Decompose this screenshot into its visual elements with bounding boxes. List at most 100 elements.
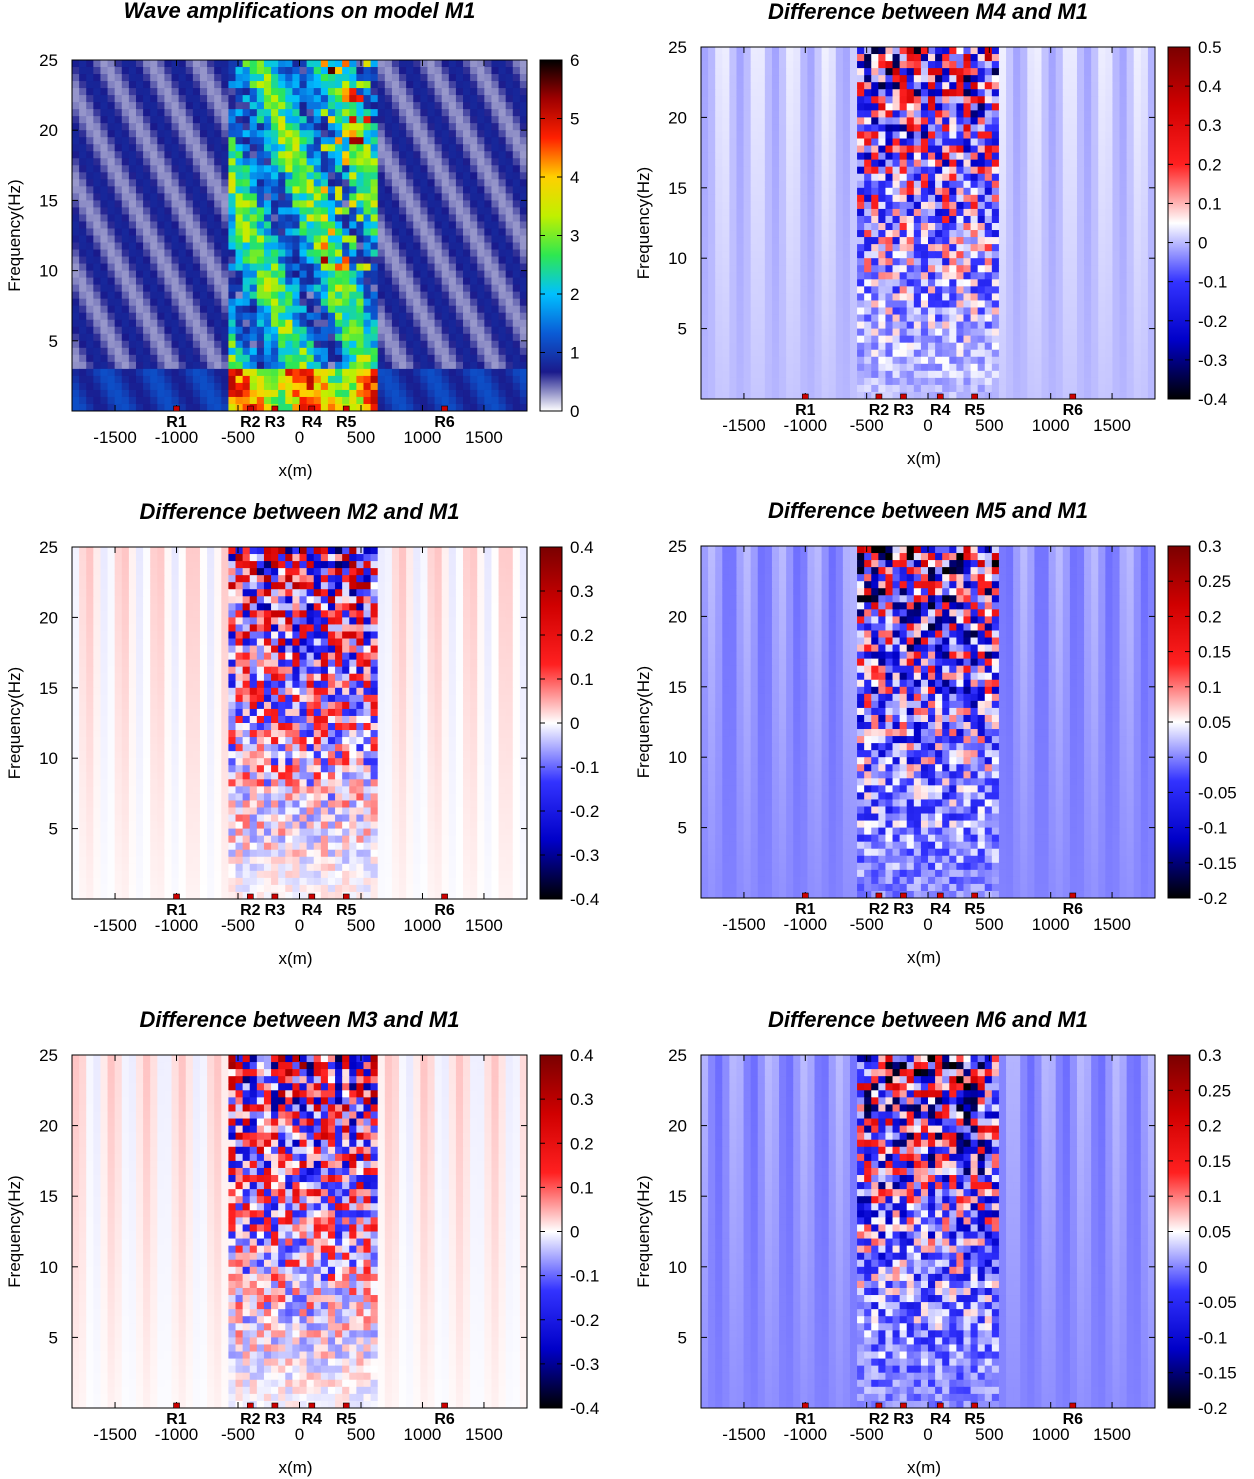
heatmap-cell	[1020, 103, 1028, 111]
heatmap-cell	[192, 60, 201, 68]
heatmap-cell	[821, 96, 830, 104]
heatmap-cell	[377, 396, 386, 405]
heatmap-cell	[1084, 223, 1092, 231]
heatmap-cell	[928, 47, 936, 55]
heatmap-cell	[1048, 166, 1057, 175]
heatmap-cell	[455, 60, 464, 68]
heatmap-cell	[207, 60, 215, 68]
heatmap-cell	[299, 109, 308, 117]
heatmap-cell	[79, 305, 87, 314]
heatmap-cell	[849, 208, 858, 217]
heatmap-cell	[956, 47, 965, 55]
heatmap-cell	[977, 208, 986, 217]
heatmap-cell	[491, 361, 500, 370]
heatmap-cell	[135, 347, 144, 356]
heatmap-cell	[72, 389, 80, 398]
heatmap-cell	[135, 396, 144, 405]
heatmap-cell	[121, 347, 130, 356]
heatmap-cell	[342, 158, 350, 166]
heatmap-cell	[121, 326, 130, 335]
heatmap-cell	[477, 333, 485, 342]
heatmap-cell	[1147, 110, 1155, 118]
heatmap-cell	[849, 230, 858, 238]
heatmap-cell	[1084, 138, 1092, 147]
heatmap-cell	[192, 375, 201, 384]
heatmap-cell	[470, 270, 478, 279]
heatmap-cell	[306, 368, 315, 377]
heatmap-cell	[477, 375, 485, 384]
heatmap-cell	[100, 214, 109, 223]
heatmap-cell	[842, 180, 851, 189]
heatmap-cell	[356, 193, 365, 201]
heatmap-cell	[72, 158, 80, 166]
heatmap-cell	[320, 109, 329, 117]
heatmap-cell	[135, 298, 144, 307]
heatmap-cell	[228, 221, 237, 230]
heatmap-cell	[477, 172, 485, 180]
heatmap-cell	[1140, 201, 1149, 210]
heatmap-cell	[363, 235, 372, 244]
heatmap-cell	[150, 284, 158, 293]
heatmap-cell	[135, 354, 144, 363]
heatmap-cell	[413, 151, 421, 159]
heatmap-cell	[335, 116, 343, 124]
heatmap-cell	[86, 95, 94, 103]
heatmap-cell	[214, 403, 222, 411]
heatmap-cell	[821, 89, 830, 97]
heatmap-cell	[171, 179, 180, 187]
heatmap-cell	[715, 89, 723, 97]
heatmap-cell	[93, 312, 102, 321]
heatmap-cell	[86, 354, 94, 363]
heatmap-cell	[185, 354, 194, 363]
heatmap-cell	[214, 326, 222, 335]
heatmap-cell	[199, 137, 208, 145]
heatmap-cell	[320, 200, 329, 209]
heatmap-cell	[242, 305, 251, 314]
heatmap-cell	[342, 291, 350, 300]
heatmap-cell	[327, 270, 336, 279]
heatmap-cell	[491, 193, 500, 201]
heatmap-cell	[1013, 68, 1021, 76]
heatmap-cell	[221, 277, 230, 286]
heatmap-cell	[72, 319, 80, 328]
heatmap-cell	[786, 180, 794, 189]
heatmap-cell	[171, 389, 180, 398]
heatmap-cell	[455, 102, 464, 110]
heatmap-cell	[427, 270, 436, 279]
heatmap-cell	[100, 221, 109, 230]
heatmap-cell	[519, 298, 527, 307]
heatmap-cell	[363, 277, 372, 286]
heatmap-cell	[427, 319, 436, 328]
heatmap-cell	[100, 151, 109, 159]
heatmap-cell	[391, 200, 400, 209]
heatmap-cell	[406, 165, 414, 173]
heatmap-cell	[363, 116, 372, 124]
heatmap-cell	[356, 312, 365, 321]
heatmap-cell	[285, 256, 293, 265]
heatmap-cell	[470, 312, 478, 321]
heatmap-cell	[1112, 152, 1121, 161]
heatmap-cell	[701, 173, 709, 182]
heatmap-cell	[885, 96, 894, 104]
heatmap-cell	[207, 277, 215, 286]
heatmap-cell	[1084, 152, 1092, 161]
heatmap-cell	[463, 361, 471, 370]
heatmap-cell	[242, 354, 251, 363]
heatmap-cell	[86, 319, 94, 328]
heatmap-cell	[942, 230, 950, 238]
heatmap-cell	[1041, 166, 1050, 175]
heatmap-cell	[242, 263, 251, 272]
heatmap-cell	[899, 208, 908, 217]
heatmap-cell	[878, 110, 887, 118]
heatmap-cell	[143, 123, 151, 131]
heatmap-cell	[1133, 89, 1142, 97]
heatmap-cell	[420, 361, 429, 370]
heatmap-cell	[171, 249, 180, 258]
heatmap-cell	[913, 54, 922, 62]
heatmap-cell	[729, 194, 738, 203]
heatmap-cell	[135, 158, 144, 166]
heatmap-cell	[199, 60, 208, 68]
heatmap-cell	[370, 249, 379, 258]
heatmap-cell	[715, 223, 723, 231]
heatmap-cell	[857, 208, 865, 217]
